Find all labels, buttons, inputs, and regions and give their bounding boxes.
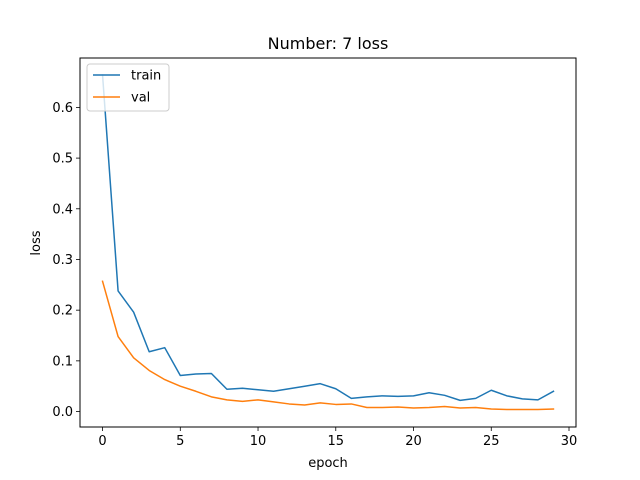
y-tick-label: 0.2 — [52, 304, 73, 319]
legend-label-val: val — [131, 91, 150, 106]
series-layer — [101, 74, 555, 411]
y-tick-label: 0.1 — [52, 354, 73, 369]
x-tick-label: 15 — [328, 434, 345, 449]
x-axis-ticks: 0 5 10 15 20 25 30 — [98, 427, 577, 449]
y-tick-label: 0.0 — [52, 405, 73, 420]
x-tick-label: 0 — [98, 434, 106, 449]
y-tick-label: 0.3 — [52, 253, 73, 268]
legend: train val — [86, 63, 170, 112]
chart-title: Number: 7 loss — [268, 34, 389, 53]
x-tick-label: 10 — [250, 434, 267, 449]
x-tick-label: 30 — [561, 434, 578, 449]
plot-frame — [79, 57, 577, 428]
y-axis-ticks: 0.0 0.1 0.2 0.3 0.4 0.5 0.6 — [52, 101, 80, 420]
y-tick-label: 0.6 — [52, 101, 73, 116]
y-tick-label: 0.4 — [52, 202, 73, 217]
x-axis-label: epoch — [308, 456, 348, 471]
y-axis-label: loss — [29, 230, 44, 255]
x-tick-label: 25 — [483, 434, 500, 449]
series-line-val — [101, 280, 555, 411]
legend-label-train: train — [131, 69, 161, 84]
x-tick-label: 5 — [176, 434, 184, 449]
x-tick-label: 20 — [405, 434, 422, 449]
y-tick-label: 0.5 — [52, 152, 73, 167]
series-line-train — [101, 74, 555, 402]
